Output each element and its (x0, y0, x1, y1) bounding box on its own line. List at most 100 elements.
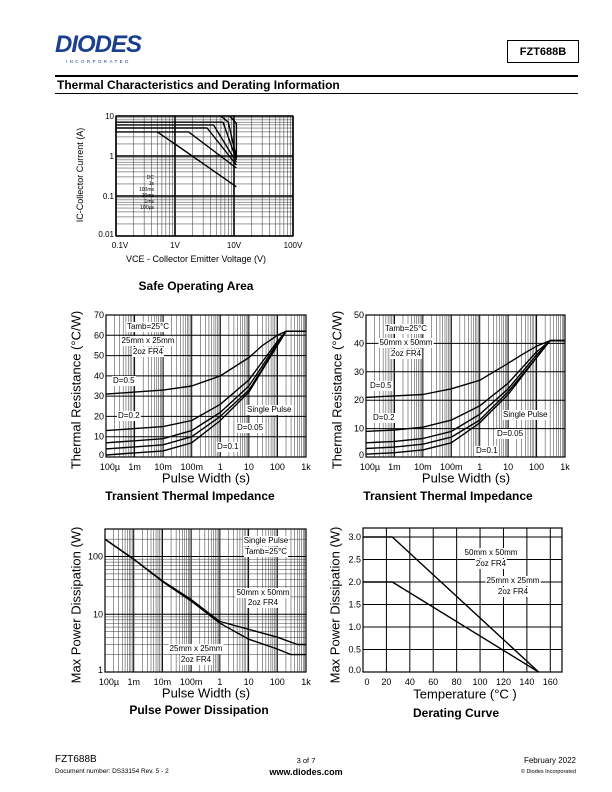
y-tick-label: 30 (354, 367, 364, 377)
y-tick-label: 1.0 (348, 622, 361, 632)
chart-annotation: 2oz FR4 (496, 587, 530, 597)
x-tick-label: 100 (529, 462, 544, 472)
footer-page: 3 of 7 (296, 756, 316, 765)
series-line (105, 330, 306, 395)
y-tick-label: 100 (88, 552, 103, 562)
y-tick-label: 50 (354, 310, 364, 320)
diodes-logo-subtitle: INCORPORATED (66, 59, 131, 64)
chart-annotation: D=0.2 (372, 413, 396, 423)
y-tick-label: 2.0 (348, 577, 361, 587)
chart-annotation: D=0.5 (369, 381, 393, 391)
y-tick-label: 1.5 (348, 600, 361, 610)
chart-1: 100µ 1m 10m 100m 1 10 100 1k 0 10 20 30 40 50 60 70 (94, 310, 311, 472)
footer-part: FZT688B (55, 754, 97, 765)
y-tick-label: 40 (354, 338, 364, 348)
header-rule (55, 75, 578, 77)
chart-annotation: DC (146, 175, 154, 181)
chart-title-tti-50: Transient Thermal Impedance (363, 489, 533, 503)
y-tick-label: 10 (354, 424, 364, 434)
chart-annotation: Single Pulse (246, 405, 293, 415)
x-tick-label: 100 (270, 462, 285, 472)
y-tick-label: 40 (94, 371, 104, 381)
series-line (104, 538, 306, 656)
plot-frame (362, 527, 563, 673)
x-tick-label: 40 (405, 677, 415, 687)
grid (365, 314, 566, 458)
y-tick-label: 60 (94, 330, 104, 340)
x-tick-label: 100µ (360, 462, 380, 472)
x-tick-label: 10m (154, 462, 172, 472)
y-tick-label: 0.0 (348, 665, 361, 675)
y-tick-label: 30 (94, 391, 104, 401)
series-line (365, 339, 565, 455)
y-tick-label: 50 (94, 351, 104, 361)
chart-annotation: 25mm x 25mm (120, 336, 176, 346)
x-tick-label: 1m (127, 677, 140, 687)
chart-annotation: 2oz FR4 (389, 349, 423, 359)
grid (115, 115, 294, 237)
part-number-box: FZT688B (507, 40, 579, 63)
series-line (363, 581, 539, 673)
x-tick-label: 10V (227, 241, 242, 250)
y-axis-label-tti-25: Thermal Resistance (°C/W) (68, 310, 84, 470)
grid (362, 528, 562, 673)
chart-annotation: D=0.05 (496, 429, 525, 439)
x-tick-label: 10m (414, 462, 432, 472)
x-axis-label-tti-25: Pulse Width (s) (161, 470, 251, 486)
x-tick-label: 1m (128, 462, 141, 472)
chart-annotation: 25mm x 25mm (485, 576, 541, 586)
x-tick-label: 1V (170, 241, 180, 250)
chart-annotation: D=0.1 (216, 442, 240, 452)
y-tick-label: 0 (359, 450, 364, 460)
diodes-logo: DIODES (55, 31, 142, 58)
x-tick-label: 100V (284, 241, 303, 250)
chart-annotation: 50mm x 50mm (235, 588, 291, 598)
chart-annotation: D=0.05 (236, 423, 265, 433)
chart-annotation: 1ms (144, 199, 154, 205)
x-axis-label-ppd: Pulse Width (s) (161, 685, 251, 701)
x-axis-label-soa: VCE - Collector Emitter Voltage (V) (125, 254, 267, 264)
x-tick-label: 1k (301, 462, 311, 472)
y-tick-label: 3.0 (348, 532, 361, 542)
series-line (116, 131, 237, 169)
chart-annotation: 10ms (141, 193, 154, 199)
plot-frame (104, 528, 307, 673)
chart-annotation: Single Pulse (242, 536, 290, 546)
y-tick-label: 70 (94, 310, 104, 320)
x-tick-label: 1k (301, 677, 311, 687)
x-tick-label: 1 (218, 462, 223, 472)
series-line (116, 124, 237, 163)
x-tick-label: 100 (473, 677, 488, 687)
x-tick-label: 100µ (100, 462, 120, 472)
y-tick-label: 20 (354, 395, 364, 405)
chart-annotation: 100ms (138, 187, 154, 193)
chart-annotation: D=0.5 (112, 376, 136, 386)
y-tick-label: 0 (99, 450, 104, 460)
chart-annotation: D=0.2 (117, 411, 141, 421)
y-axis-label-tti-50: Thermal Resistance (°C/W) (329, 310, 345, 470)
x-tick-label: 1 (477, 462, 482, 472)
x-axis-label-tti-50: Pulse Width (s) (421, 470, 511, 486)
series-line (116, 121, 238, 161)
chart-title-tti-25: Transient Thermal Impedance (105, 489, 275, 503)
x-tick-label: 1k (560, 462, 570, 472)
section-title: Thermal Characteristics and Derating Inf… (57, 78, 340, 92)
x-tick-label: 10 (244, 677, 254, 687)
chart-4: 0 20 40 60 80 100 120 140 160 0.0 0.5 1.0 1.5 2.0 2.5 3… (348, 527, 563, 687)
chart-annotation: 50mm x 50mm (463, 548, 519, 558)
footer-date: February 2022 (523, 756, 576, 765)
footer-website[interactable]: www.diodes.com (269, 767, 343, 777)
series-line (116, 127, 237, 166)
x-tick-label: 0 (364, 677, 369, 687)
chart-title-soa: Safe Operating Area (138, 279, 254, 293)
chart-title-derating: Derating Curve (412, 706, 500, 720)
y-tick-label: 2.5 (348, 555, 361, 565)
x-tick-label: 80 (452, 677, 462, 687)
plot-frame (105, 314, 307, 458)
y-tick-label: 1 (110, 152, 115, 161)
x-tick-label: 160 (543, 677, 558, 687)
chart-annotation: 2oz FR4 (131, 347, 165, 357)
y-tick-label: 1 (98, 665, 103, 675)
x-tick-label: 100m (180, 462, 203, 472)
